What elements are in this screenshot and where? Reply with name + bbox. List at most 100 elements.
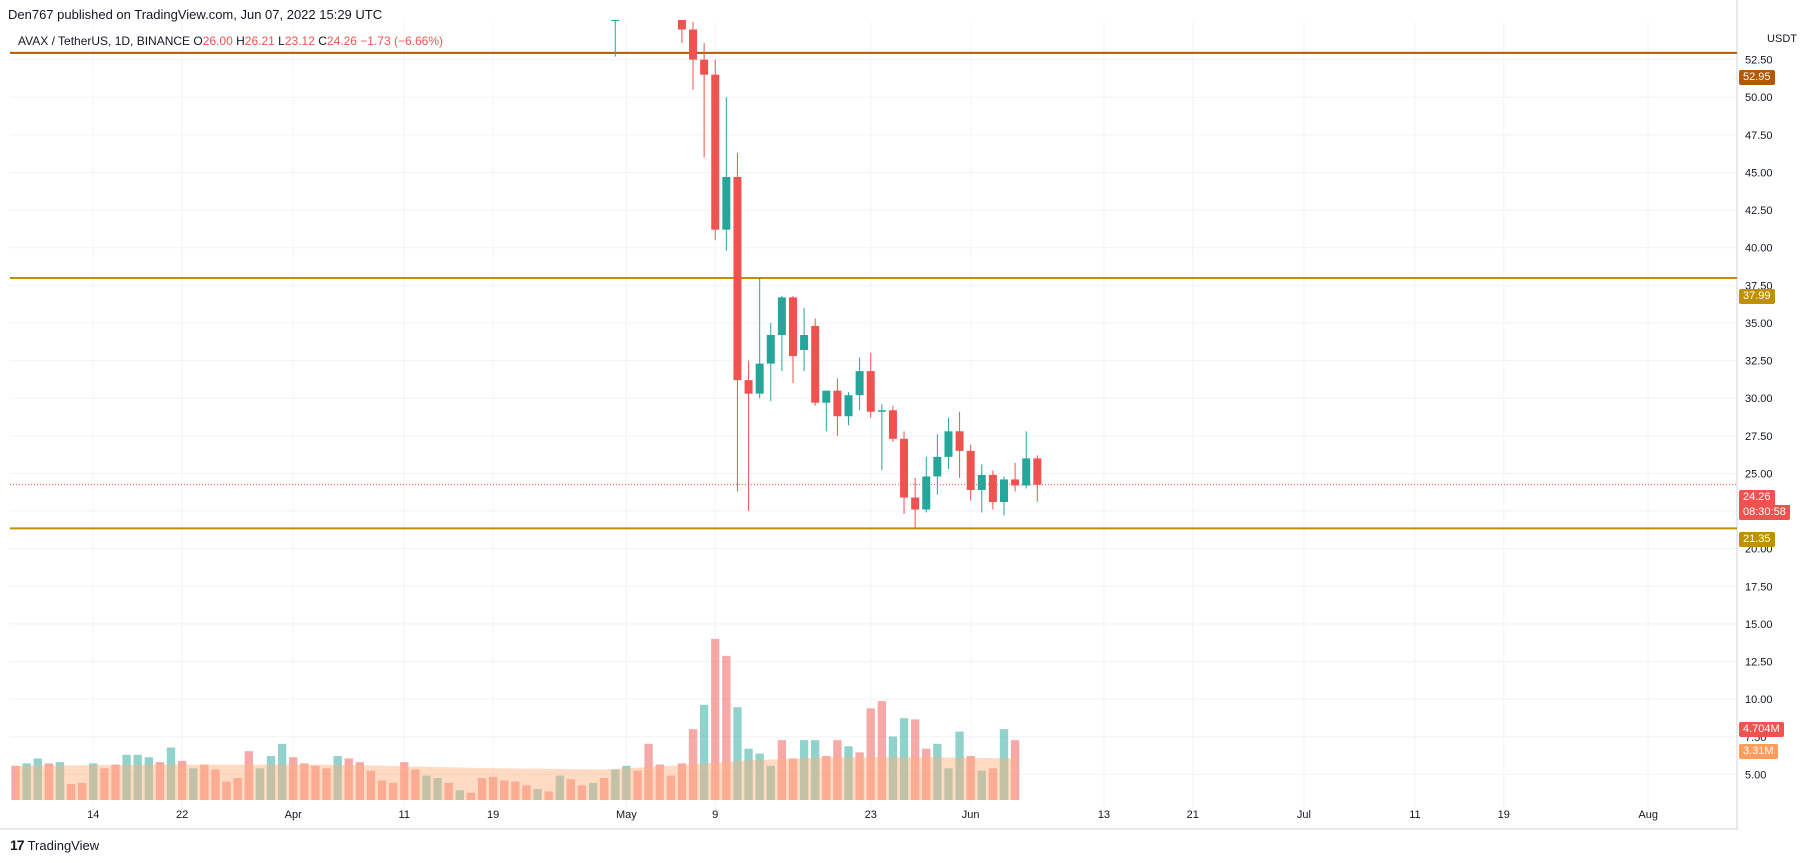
volume-bar xyxy=(899,718,909,800)
y-tick-label: 25.00 xyxy=(1745,468,1773,480)
y-tick-label: 50.00 xyxy=(1745,92,1773,104)
x-tick-label: 21 xyxy=(1187,809,1199,821)
volume-bar xyxy=(622,765,631,800)
level-tag-support: 21.35 xyxy=(1739,532,1775,547)
candle-body xyxy=(611,20,620,21)
volume-bar xyxy=(977,770,986,800)
x-tick-label: 23 xyxy=(865,809,877,821)
volume-bar xyxy=(944,768,953,800)
volume-bar xyxy=(122,754,131,800)
y-tick-label: 35.00 xyxy=(1745,318,1773,330)
volume-bar xyxy=(155,762,165,800)
volume-bar xyxy=(555,775,564,800)
candle-body xyxy=(1022,458,1031,486)
level-tag-high: 52.95 xyxy=(1739,70,1775,85)
volume-bar xyxy=(244,751,253,800)
volume-bar xyxy=(455,790,464,800)
brand-label: TradingView xyxy=(27,837,100,853)
volume-bar xyxy=(788,758,798,800)
candle-body xyxy=(811,325,820,403)
volume-bar xyxy=(888,736,898,800)
volume-tag: 4.704M xyxy=(1739,722,1784,737)
volume-bar xyxy=(355,762,365,800)
candle-body xyxy=(822,390,831,403)
volume-bar xyxy=(866,708,875,800)
x-tick-label: Jun xyxy=(962,809,980,821)
volume-bar xyxy=(822,756,831,800)
x-tick-label: 11 xyxy=(399,809,410,821)
x-tick-label: 14 xyxy=(87,809,99,821)
volume-bar xyxy=(699,704,709,800)
volume-bar xyxy=(966,756,975,800)
volume-bar xyxy=(189,768,198,800)
volume-bar xyxy=(511,781,520,800)
volume-bar xyxy=(44,763,54,800)
high-value: 26.21 xyxy=(244,34,275,48)
x-tick-label: 19 xyxy=(487,809,499,821)
volume-bar xyxy=(333,756,342,800)
volume-ma-area xyxy=(15,757,1016,800)
candle-body xyxy=(933,456,942,477)
volume-bar xyxy=(266,756,276,800)
volume-bar xyxy=(955,731,964,800)
countdown-tag: 08:30:58 xyxy=(1739,505,1790,520)
x-tick-label: 19 xyxy=(1498,809,1510,821)
volume-bar xyxy=(500,780,509,800)
volume-bar xyxy=(344,758,353,800)
volume-bar xyxy=(755,753,764,800)
volume-bar xyxy=(844,746,853,800)
candle-body xyxy=(888,410,897,439)
candle-body xyxy=(944,431,953,457)
volume-bar xyxy=(611,769,620,800)
candle-body xyxy=(844,395,853,417)
candle-body xyxy=(911,497,920,510)
y-tick-label: 42.50 xyxy=(1745,205,1773,217)
candle-body xyxy=(866,371,875,412)
y-tick-label: 52.50 xyxy=(1745,55,1773,67)
open-value: 26.00 xyxy=(202,34,233,48)
volume-bar xyxy=(444,782,453,800)
volume-bar xyxy=(988,768,998,800)
y-tick-label: 45.00 xyxy=(1745,167,1773,179)
volume-bar xyxy=(522,785,531,800)
candle-body xyxy=(766,334,775,364)
symbol-legend: AVAX / TetherUS, 1D, BINANCE O26.00 H26.… xyxy=(18,34,443,48)
volume-bar xyxy=(655,764,664,800)
volume-bar xyxy=(722,655,731,800)
volume-bar xyxy=(1010,740,1020,800)
candle-body xyxy=(755,363,764,394)
volume-bar xyxy=(100,768,109,800)
volume-bar xyxy=(711,638,720,800)
candle-body xyxy=(677,20,686,30)
volume-bar xyxy=(744,748,753,800)
candle-body xyxy=(855,371,864,396)
volume-bar xyxy=(111,764,120,800)
tradingview-icon: 17 xyxy=(10,837,25,853)
volume-bar xyxy=(422,775,431,800)
volume-bar xyxy=(411,769,420,800)
candle-body xyxy=(788,297,797,357)
volume-bar xyxy=(433,778,442,800)
volume-bar xyxy=(677,763,687,800)
volume-bar xyxy=(766,765,775,800)
candle-body xyxy=(800,334,809,351)
y-tick-label: 47.50 xyxy=(1745,130,1773,142)
y-tick-label: 5.00 xyxy=(1745,769,1766,781)
high-label: H xyxy=(236,34,245,48)
volume-bar xyxy=(277,743,287,800)
candle-body xyxy=(833,390,842,417)
volume-bar xyxy=(144,757,153,800)
volume-bar xyxy=(66,784,76,800)
volume-bar xyxy=(933,743,942,800)
low-label: L xyxy=(278,34,285,48)
y-tick-label: 40.00 xyxy=(1745,243,1773,255)
volume-bar xyxy=(877,701,886,800)
currency-label: USDT xyxy=(1767,33,1797,45)
x-tick-label: Aug xyxy=(1638,809,1658,821)
last-price-tag: 24.26 xyxy=(1739,490,1775,505)
x-tick-label: Apr xyxy=(285,809,302,821)
tradingview-logo[interactable]: 17 TradingView xyxy=(10,837,99,853)
candle-body xyxy=(988,474,997,503)
volume-bar xyxy=(300,763,309,800)
